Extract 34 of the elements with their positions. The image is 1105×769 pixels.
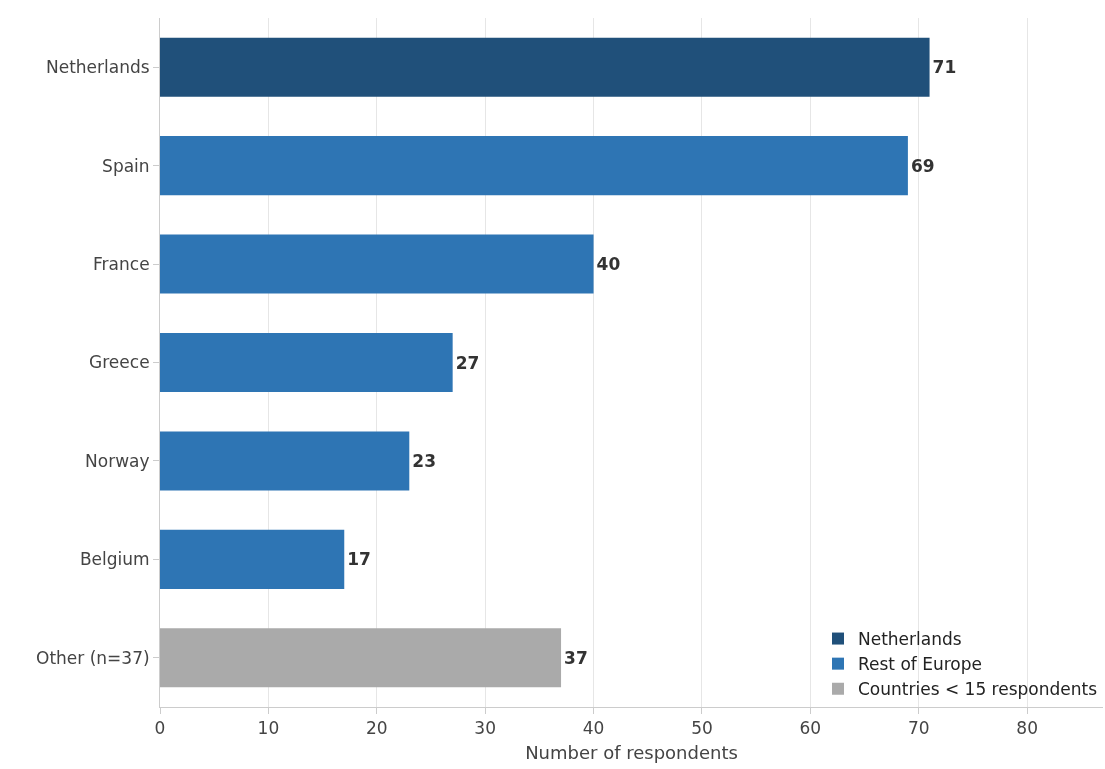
bar [160, 332, 453, 393]
x-tick-label: 10 [257, 718, 280, 739]
data-label: 27 [455, 352, 480, 373]
bar [160, 234, 594, 294]
x-tick-label: 80 [1016, 718, 1038, 739]
x-tick-label: 70 [907, 718, 930, 739]
bar [160, 529, 345, 589]
x-tick-label: 50 [691, 718, 713, 739]
bar [160, 628, 562, 688]
x-axis-title: Number of respondents [525, 741, 738, 763]
legend-label: Rest of Europe [858, 654, 983, 675]
x-tick-label: 20 [365, 718, 388, 739]
bar [160, 37, 930, 97]
bar [160, 136, 908, 196]
data-label: 23 [412, 450, 436, 471]
data-label: 69 [910, 155, 935, 176]
data-label: 37 [564, 647, 588, 668]
y-tick-label: Other (n=37) [36, 647, 150, 668]
data-label: 40 [596, 254, 621, 275]
y-tick-label: France [93, 254, 150, 275]
data-label: 17 [347, 549, 371, 570]
y-tick-label: Greece [89, 352, 150, 373]
y-tick-label: Spain [102, 155, 150, 176]
bar [160, 431, 410, 491]
x-tick-label: 60 [799, 718, 822, 739]
x-tick-label: 0 [154, 718, 166, 739]
y-tick-label: Norway [85, 450, 150, 471]
y-tick-label: Netherlands [45, 57, 150, 78]
x-tick-label: 40 [582, 718, 605, 739]
x-tick-label: 30 [474, 718, 496, 739]
legend-label: Netherlands [858, 629, 962, 650]
legend-label: Countries < 15 respondents [858, 679, 1098, 700]
data-label: 71 [932, 57, 957, 78]
y-tick-label: Belgium [79, 549, 150, 570]
